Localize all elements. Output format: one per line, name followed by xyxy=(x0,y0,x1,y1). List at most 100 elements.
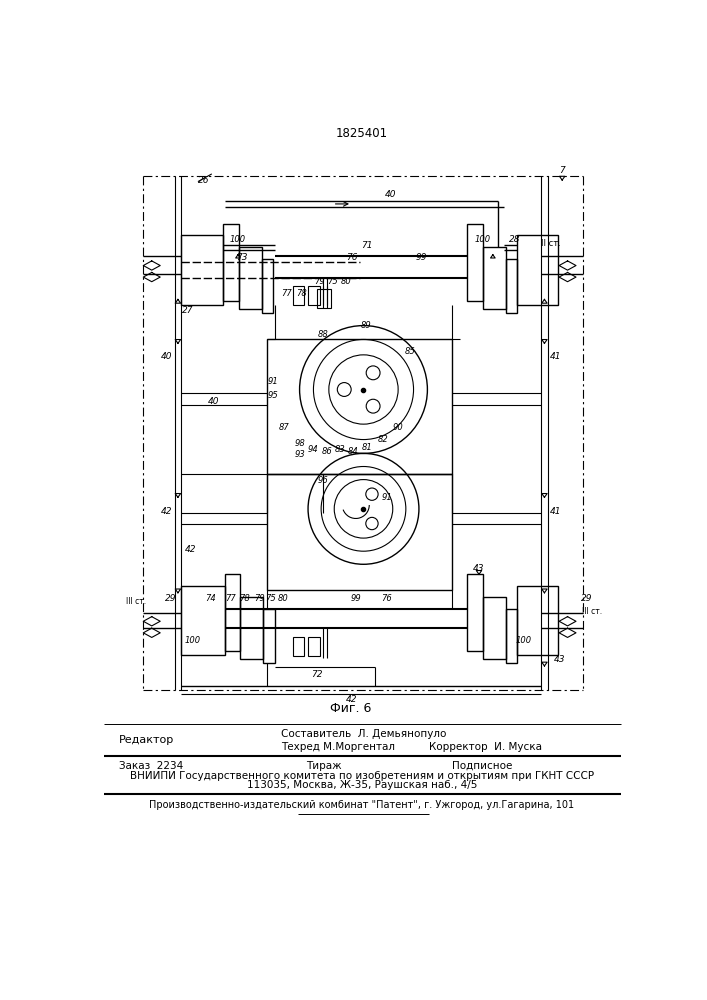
Text: III ст.: III ст. xyxy=(127,597,146,606)
Text: 86: 86 xyxy=(322,447,333,456)
Text: 73: 73 xyxy=(236,253,247,262)
Text: 80: 80 xyxy=(340,277,351,286)
Text: 94: 94 xyxy=(308,445,319,454)
Text: 79: 79 xyxy=(314,277,325,286)
Bar xyxy=(518,586,558,655)
Text: 91: 91 xyxy=(268,377,279,386)
Text: 80: 80 xyxy=(277,594,288,603)
Bar xyxy=(239,247,262,309)
Text: ВНИИПИ Государственного комитета по изобретениям и открытиям при ГКНТ СССР: ВНИИПИ Государственного комитета по изоб… xyxy=(130,771,594,781)
Text: 42: 42 xyxy=(346,695,358,704)
Text: 95: 95 xyxy=(268,391,279,400)
Text: 99: 99 xyxy=(351,594,361,603)
Text: 40: 40 xyxy=(160,352,172,361)
Text: II ст.: II ст. xyxy=(541,239,561,248)
Text: 26: 26 xyxy=(197,176,209,185)
Text: 90: 90 xyxy=(393,424,404,432)
Text: 79: 79 xyxy=(255,594,265,603)
Text: 87: 87 xyxy=(279,424,290,432)
Text: 78: 78 xyxy=(239,594,250,603)
Text: Фиг. 6: Фиг. 6 xyxy=(329,702,371,715)
Text: 91: 91 xyxy=(381,493,392,502)
Bar xyxy=(264,609,275,663)
Bar xyxy=(506,259,518,312)
Text: 89: 89 xyxy=(361,321,371,330)
Bar xyxy=(467,574,483,651)
Text: 83: 83 xyxy=(335,445,346,454)
Bar xyxy=(483,247,506,309)
Text: 41: 41 xyxy=(550,352,562,361)
Bar xyxy=(223,224,239,301)
Text: 1825401: 1825401 xyxy=(336,127,388,140)
Bar xyxy=(293,637,304,656)
Circle shape xyxy=(329,355,398,424)
Text: 78: 78 xyxy=(296,289,308,298)
Text: 76: 76 xyxy=(381,594,392,603)
Bar xyxy=(267,339,452,474)
Bar xyxy=(181,235,223,305)
Bar xyxy=(181,586,225,655)
Text: 71: 71 xyxy=(361,241,373,250)
Circle shape xyxy=(366,399,380,413)
Text: 81: 81 xyxy=(362,443,373,452)
Text: 7: 7 xyxy=(559,166,565,175)
Text: 98: 98 xyxy=(294,439,305,448)
Text: 113035, Москва, Ж-35, Раушская наб., 4/5: 113035, Москва, Ж-35, Раушская наб., 4/5 xyxy=(247,780,477,790)
Bar xyxy=(267,474,452,590)
Text: Подписное: Подписное xyxy=(452,761,513,771)
Text: 75: 75 xyxy=(266,594,276,603)
Circle shape xyxy=(366,366,380,380)
Text: 72: 72 xyxy=(312,670,323,679)
Text: 42: 42 xyxy=(160,507,172,516)
Text: 43: 43 xyxy=(554,654,566,664)
Text: Корректор  И. Муска: Корректор И. Муска xyxy=(429,742,542,752)
Bar xyxy=(308,286,320,305)
Text: 43: 43 xyxy=(473,564,485,573)
Text: 76: 76 xyxy=(346,253,358,262)
Text: 29: 29 xyxy=(581,594,592,603)
Text: III ст.: III ст. xyxy=(582,607,602,616)
Text: 74: 74 xyxy=(206,594,216,603)
Bar xyxy=(483,597,506,659)
Text: Заказ  2234: Заказ 2234 xyxy=(119,761,183,771)
Text: 99: 99 xyxy=(416,253,427,262)
Text: 41: 41 xyxy=(550,507,562,516)
Text: 100: 100 xyxy=(230,235,246,244)
Text: 75: 75 xyxy=(327,277,338,286)
Text: 100: 100 xyxy=(185,636,201,645)
Bar xyxy=(308,637,320,656)
Text: Производственно-издательский комбинат "Патент", г. Ужгород, ул.Гагарина, 101: Производственно-издательский комбинат "П… xyxy=(149,800,575,810)
Text: 85: 85 xyxy=(404,347,415,356)
Text: 88: 88 xyxy=(317,330,328,339)
Text: 93: 93 xyxy=(294,450,305,459)
Circle shape xyxy=(366,488,378,500)
Text: 96: 96 xyxy=(317,476,328,485)
Text: Составитель  Л. Демьянопуло: Составитель Л. Демьянопуло xyxy=(281,729,447,739)
Text: 40: 40 xyxy=(208,397,219,406)
Text: 100: 100 xyxy=(475,235,491,244)
Text: 77: 77 xyxy=(226,594,236,603)
Text: 42: 42 xyxy=(185,545,196,554)
Text: 40: 40 xyxy=(385,190,396,199)
Circle shape xyxy=(337,383,351,396)
Circle shape xyxy=(366,517,378,530)
Circle shape xyxy=(334,480,393,538)
Bar xyxy=(467,224,483,301)
Text: Редактор: Редактор xyxy=(119,735,174,745)
Text: 84: 84 xyxy=(348,447,359,456)
Text: 29: 29 xyxy=(165,594,177,603)
Text: 82: 82 xyxy=(378,435,388,444)
Bar xyxy=(240,597,264,659)
Text: 27: 27 xyxy=(182,306,194,315)
Text: Техред М.Моргентал: Техред М.Моргентал xyxy=(281,742,395,752)
Text: 28: 28 xyxy=(510,235,521,244)
Text: 77: 77 xyxy=(281,289,292,298)
Bar xyxy=(506,609,518,663)
Text: 100: 100 xyxy=(515,636,532,645)
Bar xyxy=(225,574,240,651)
Bar xyxy=(518,235,558,305)
Bar xyxy=(293,286,304,305)
Bar xyxy=(262,259,274,312)
Bar xyxy=(317,289,331,308)
Text: Тираж: Тираж xyxy=(305,761,341,771)
